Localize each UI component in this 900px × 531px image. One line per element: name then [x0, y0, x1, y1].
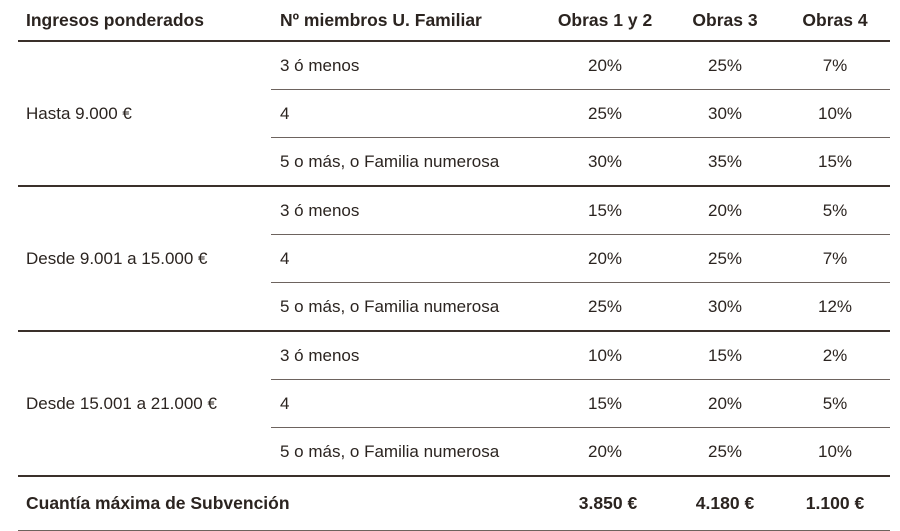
obras-1-2-cell: 25% [540, 89, 670, 138]
header-obras-3: Obras 3 [670, 0, 780, 42]
obras-4-cell: 5% [780, 379, 890, 428]
max-subsidy-obras-4: 1.100 € [780, 476, 890, 531]
members-cell: 4 [271, 89, 540, 138]
members-cell: 5 o más, o Familia numerosa [271, 427, 540, 477]
max-subsidy-label: Cuantía máxima de Subvención [18, 476, 540, 531]
obras-4-cell: 2% [780, 331, 890, 380]
obras-3-cell: 30% [670, 89, 780, 138]
table-row: 5 o más, o Familia numerosa 25% 30% 12% [18, 282, 890, 332]
obras-3-cell: 25% [670, 234, 780, 283]
obras-3-cell: 20% [670, 186, 780, 235]
obras-1-2-cell: 15% [540, 379, 670, 428]
obras-1-2-cell: 15% [540, 186, 670, 235]
header-members: Nº miembros U. Familiar [271, 0, 540, 42]
table-row: Hasta 9.000 € 3 ó menos 20% 25% 7% [18, 41, 890, 187]
members-cell: 4 [271, 234, 540, 283]
table-row: 4 15% 20% 5% [18, 379, 890, 428]
subsidy-table: Ingresos ponderados Nº miembros U. Famil… [18, 0, 890, 531]
obras-3-cell: 25% [670, 427, 780, 477]
obras-4-cell: 7% [780, 234, 890, 283]
max-subsidy-row: Cuantía máxima de Subvención 3.850 € 4.1… [18, 476, 890, 531]
header-obras-4: Obras 4 [780, 0, 890, 42]
max-subsidy-obras-1-2: 3.850 € [540, 476, 670, 531]
members-cell: 3 ó menos [271, 41, 540, 90]
table-row: 4 20% 25% 7% [18, 234, 890, 283]
income-band: Hasta 9.000 € [18, 41, 271, 187]
obras-3-cell: 25% [670, 41, 780, 90]
table-row: 5 o más, o Familia numerosa 20% 25% 10% [18, 427, 890, 477]
header-income: Ingresos ponderados [18, 0, 271, 42]
members-cell: 5 o más, o Familia numerosa [271, 282, 540, 332]
table-row: Desde 9.001 a 15.000 € 3 ó menos 15% 20%… [18, 186, 890, 332]
obras-1-2-cell: 10% [540, 331, 670, 380]
members-cell: 5 o más, o Familia numerosa [271, 137, 540, 187]
max-subsidy-obras-3: 4.180 € [670, 476, 780, 531]
table-row: 5 o más, o Familia numerosa 30% 35% 15% [18, 137, 890, 187]
obras-1-2-cell: 20% [540, 234, 670, 283]
header-row: Ingresos ponderados Nº miembros U. Famil… [18, 0, 890, 42]
obras-3-cell: 15% [670, 331, 780, 380]
obras-4-cell: 12% [780, 282, 890, 332]
obras-4-cell: 5% [780, 186, 890, 235]
obras-1-2-cell: 25% [540, 282, 670, 332]
obras-1-2-cell: 20% [540, 427, 670, 477]
obras-3-cell: 20% [670, 379, 780, 428]
obras-1-2-cell: 20% [540, 41, 670, 90]
header-obras-1-2: Obras 1 y 2 [540, 0, 670, 42]
members-cell: 3 ó menos [271, 331, 540, 380]
obras-4-cell: 15% [780, 137, 890, 187]
members-cell: 3 ó menos [271, 186, 540, 235]
obras-3-cell: 35% [670, 137, 780, 187]
table-row: 4 25% 30% 10% [18, 89, 890, 138]
obras-1-2-cell: 30% [540, 137, 670, 187]
income-band: Desde 15.001 a 21.000 € [18, 331, 271, 477]
income-band: Desde 9.001 a 15.000 € [18, 186, 271, 332]
members-cell: 4 [271, 379, 540, 428]
obras-4-cell: 10% [780, 427, 890, 477]
obras-4-cell: 7% [780, 41, 890, 90]
table-row: Desde 15.001 a 21.000 € 3 ó menos 10% 15… [18, 331, 890, 477]
obras-4-cell: 10% [780, 89, 890, 138]
obras-3-cell: 30% [670, 282, 780, 332]
